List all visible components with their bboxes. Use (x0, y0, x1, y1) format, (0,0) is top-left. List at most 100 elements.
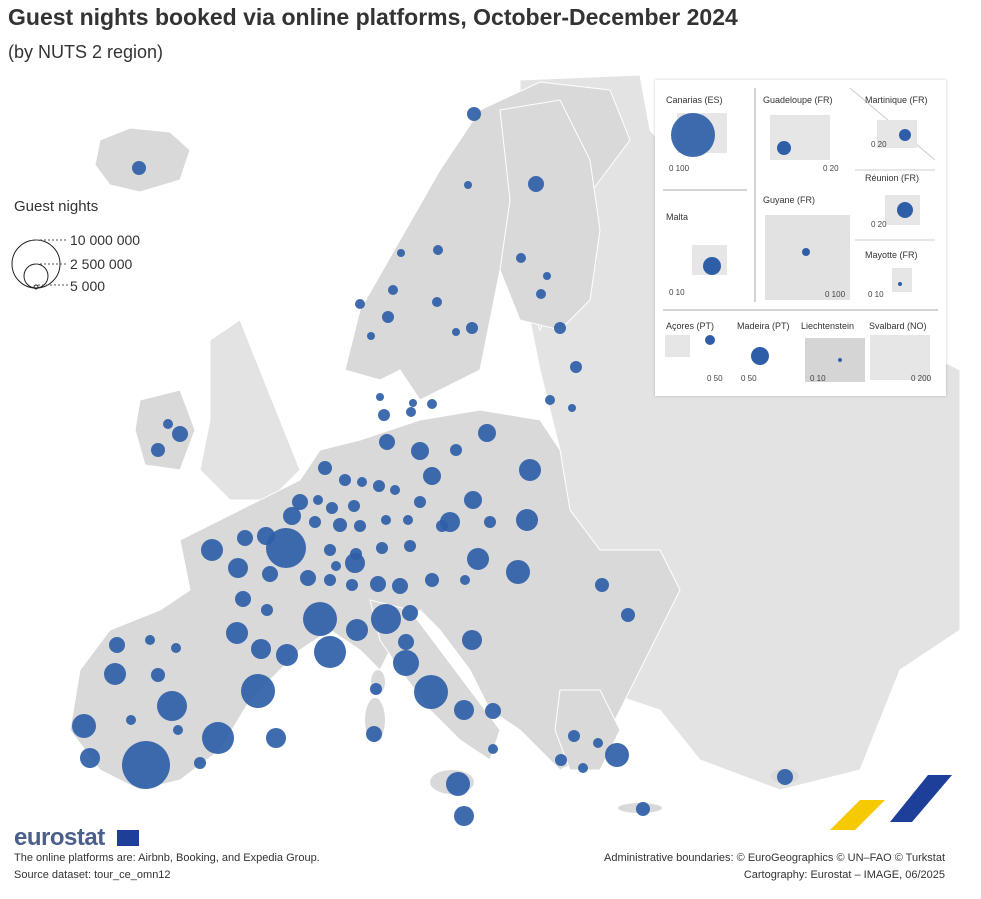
region-bubble[interactable] (578, 763, 588, 773)
region-bubble[interactable] (450, 444, 462, 456)
region-bubble[interactable] (379, 434, 395, 450)
region-bubble[interactable] (331, 561, 341, 571)
region-bubble[interactable] (462, 630, 482, 650)
region-bubble[interactable] (345, 553, 365, 573)
region-bubble[interactable] (202, 722, 234, 754)
region-bubble[interactable] (303, 602, 337, 636)
region-bubble[interactable] (163, 419, 173, 429)
region-bubble[interactable] (464, 491, 482, 509)
region-bubble[interactable] (333, 518, 347, 532)
region-bubble[interactable] (313, 495, 323, 505)
region-bubble[interactable] (314, 636, 346, 668)
region-bubble[interactable] (543, 272, 551, 280)
region-bubble[interactable] (145, 635, 155, 645)
region-bubble[interactable] (485, 703, 501, 719)
region-bubble[interactable] (157, 691, 187, 721)
region-bubble[interactable] (132, 161, 146, 175)
region-bubble[interactable] (440, 512, 460, 532)
region-bubble[interactable] (467, 548, 489, 570)
region-bubble[interactable] (516, 509, 538, 531)
region-bubble[interactable] (151, 443, 165, 457)
region-bubble[interactable] (427, 399, 437, 409)
region-bubble[interactable] (382, 311, 394, 323)
region-bubble[interactable] (432, 297, 442, 307)
region-bubble[interactable] (484, 516, 496, 528)
region-bubble[interactable] (370, 576, 386, 592)
region-bubble[interactable] (554, 322, 566, 334)
region-bubble[interactable] (392, 578, 408, 594)
region-bubble[interactable] (414, 675, 448, 709)
region-bubble[interactable] (777, 769, 793, 785)
region-bubble[interactable] (621, 608, 635, 622)
region-bubble[interactable] (411, 442, 429, 460)
region-bubble[interactable] (241, 674, 275, 708)
region-bubble[interactable] (423, 467, 441, 485)
region-bubble[interactable] (545, 395, 555, 405)
region-bubble[interactable] (636, 802, 650, 816)
region-bubble[interactable] (425, 573, 439, 587)
region-bubble[interactable] (536, 289, 546, 299)
region-bubble[interactable] (228, 558, 248, 578)
region-bubble[interactable] (348, 500, 360, 512)
region-bubble[interactable] (262, 566, 278, 582)
region-bubble[interactable] (388, 285, 398, 295)
region-bubble[interactable] (381, 515, 391, 525)
region-bubble[interactable] (378, 409, 390, 421)
region-bubble[interactable] (466, 322, 478, 334)
region-bubble[interactable] (151, 668, 165, 682)
region-bubble[interactable] (326, 502, 338, 514)
region-bubble[interactable] (80, 748, 100, 768)
region-bubble[interactable] (488, 744, 498, 754)
region-bubble[interactable] (276, 644, 298, 666)
region-bubble[interactable] (266, 528, 306, 568)
region-bubble[interactable] (300, 570, 316, 586)
region-bubble[interactable] (595, 578, 609, 592)
region-bubble[interactable] (251, 639, 271, 659)
region-bubble[interactable] (376, 542, 388, 554)
region-bubble[interactable] (357, 477, 367, 487)
region-bubble[interactable] (122, 741, 170, 789)
region-bubble[interactable] (393, 650, 419, 676)
region-bubble[interactable] (460, 575, 470, 585)
region-bubble[interactable] (478, 424, 496, 442)
region-bubble[interactable] (172, 426, 188, 442)
region-bubble[interactable] (354, 520, 366, 532)
region-bubble[interactable] (414, 496, 426, 508)
region-bubble[interactable] (519, 459, 541, 481)
region-bubble[interactable] (324, 574, 336, 586)
region-bubble[interactable] (464, 181, 472, 189)
region-bubble[interactable] (555, 754, 567, 766)
region-bubble[interactable] (371, 604, 401, 634)
region-bubble[interactable] (226, 622, 248, 644)
region-bubble[interactable] (568, 730, 580, 742)
region-bubble[interactable] (355, 299, 365, 309)
region-bubble[interactable] (346, 619, 368, 641)
region-bubble[interactable] (367, 332, 375, 340)
region-bubble[interactable] (171, 643, 181, 653)
region-bubble[interactable] (397, 249, 405, 257)
region-bubble[interactable] (237, 530, 253, 546)
region-bubble[interactable] (467, 107, 481, 121)
region-bubble[interactable] (398, 634, 414, 650)
region-bubble[interactable] (403, 515, 413, 525)
region-bubble[interactable] (261, 604, 273, 616)
region-bubble[interactable] (406, 407, 416, 417)
region-bubble[interactable] (570, 361, 582, 373)
region-bubble[interactable] (283, 507, 301, 525)
region-bubble[interactable] (346, 579, 358, 591)
region-bubble[interactable] (506, 560, 530, 584)
region-bubble[interactable] (605, 743, 629, 767)
region-bubble[interactable] (339, 474, 351, 486)
region-bubble[interactable] (173, 725, 183, 735)
region-bubble[interactable] (390, 485, 400, 495)
region-bubble[interactable] (370, 683, 382, 695)
region-bubble[interactable] (126, 715, 136, 725)
region-bubble[interactable] (402, 605, 418, 621)
region-bubble[interactable] (373, 480, 385, 492)
region-bubble[interactable] (104, 663, 126, 685)
region-bubble[interactable] (516, 253, 526, 263)
region-bubble[interactable] (404, 540, 416, 552)
region-bubble[interactable] (409, 399, 417, 407)
region-bubble[interactable] (433, 245, 443, 255)
region-bubble[interactable] (309, 516, 321, 528)
